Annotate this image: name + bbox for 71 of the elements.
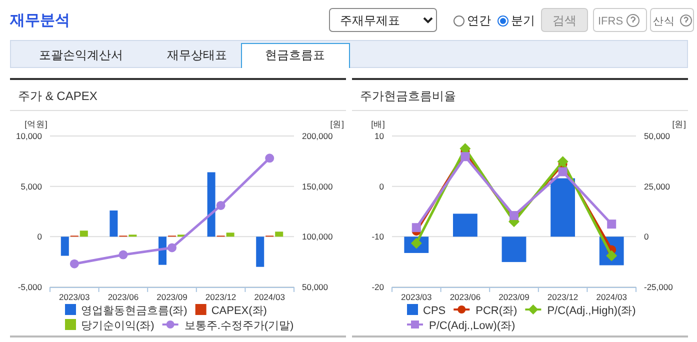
y-tick-label: -5,000 xyxy=(18,282,42,292)
x-tick-label: 2023/09 xyxy=(498,292,530,302)
y-tick-label: 0 xyxy=(37,232,42,242)
legend-label: 영업활동현금흐름(좌) xyxy=(81,305,188,317)
y-tick-label: 0 xyxy=(379,181,384,192)
bar xyxy=(275,232,284,237)
y2-tick-label: -25,000 xyxy=(644,282,674,292)
y2-tick-label: 150,000 xyxy=(302,181,333,192)
x-tick-label: 2024/03 xyxy=(254,292,286,302)
y-tick-label: 5,000 xyxy=(20,181,42,192)
point xyxy=(216,200,226,210)
text: 산식 xyxy=(653,16,675,28)
point xyxy=(118,250,128,260)
y-tick-label: 10 xyxy=(374,131,384,141)
y2-tick-label: 50,000 xyxy=(302,282,328,292)
text: 연간 xyxy=(467,14,491,28)
text: 주재무제표 xyxy=(340,14,400,28)
x-tick-label: 2023/06 xyxy=(450,292,481,302)
x-tick-label: 2023/03 xyxy=(401,292,432,302)
bar xyxy=(256,236,264,267)
text: 검색 xyxy=(552,14,576,28)
legend-label: P/C(Adj.,Low)(좌) xyxy=(429,320,516,332)
y-tick-label: 10,000 xyxy=(16,131,42,141)
legend-label: CPS xyxy=(423,305,446,317)
bar xyxy=(158,236,166,265)
bar xyxy=(110,210,118,237)
y2-axis-title: [원] xyxy=(672,119,686,129)
point xyxy=(510,211,518,220)
point xyxy=(607,220,616,229)
point xyxy=(265,154,274,163)
point xyxy=(70,259,79,268)
y-axis-title: [억원] xyxy=(24,119,48,129)
legend-label: PCR(좌) xyxy=(476,305,518,317)
y2-tick-label: 0 xyxy=(644,232,649,242)
x-tick-label: 2023/09 xyxy=(156,292,188,302)
y2-tick-label: 200,000 xyxy=(302,131,333,141)
x-tick-label: 2023/03 xyxy=(59,292,90,302)
legend-label: 보통주.수정주가(기말) xyxy=(184,320,294,332)
point xyxy=(168,243,176,252)
text: IFRS xyxy=(598,16,624,28)
x-tick-label: 2023/06 xyxy=(108,292,139,302)
text: 재무분석 xyxy=(9,12,70,29)
bar xyxy=(60,236,69,256)
bar xyxy=(550,178,575,237)
point xyxy=(558,167,568,176)
legend-label: P/C(Adj.,High)(좌) xyxy=(547,305,636,317)
bar xyxy=(453,214,478,237)
x-tick-label: 2023/12 xyxy=(547,292,578,302)
x-tick-label: 2023/12 xyxy=(205,292,236,302)
x-tick-label: 2024/03 xyxy=(596,292,628,302)
text: 포괄손익계산서 xyxy=(39,48,123,62)
legend-label: CAPEX(좌) xyxy=(211,305,267,317)
chart-title: 주가현금흐름비율 xyxy=(360,89,456,103)
bar xyxy=(226,232,234,237)
y-tick-label: -10 xyxy=(372,232,384,242)
y2-tick-label: 100,000 xyxy=(302,232,333,242)
point xyxy=(460,152,470,162)
y-tick-label: -20 xyxy=(372,282,384,292)
point xyxy=(412,223,421,232)
text: 현금흐름표 xyxy=(265,48,325,62)
y2-tick-label: 50,000 xyxy=(644,131,670,141)
bar xyxy=(207,172,216,237)
legend-label: 당기순이익(좌) xyxy=(81,320,154,332)
y2-axis-title: [원] xyxy=(330,119,344,129)
bar xyxy=(502,236,526,262)
bar xyxy=(80,230,88,237)
text: 분기 xyxy=(511,14,535,28)
y-axis-title: [배] xyxy=(371,119,385,129)
text: 재무상태표 xyxy=(167,48,227,62)
y2-tick-label: 25,000 xyxy=(644,181,670,192)
chart-title: 주가 & CAPEX xyxy=(18,89,98,103)
